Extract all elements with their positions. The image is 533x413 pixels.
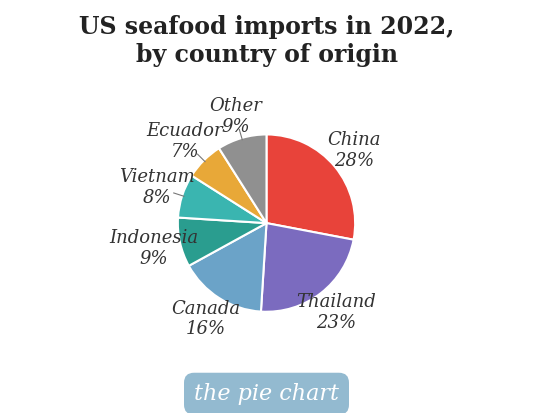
Wedge shape xyxy=(261,223,353,312)
Text: Other
9%: Other 9% xyxy=(209,97,262,136)
Wedge shape xyxy=(219,135,266,223)
Text: China
28%: China 28% xyxy=(327,131,381,170)
Text: Canada
16%: Canada 16% xyxy=(171,299,240,338)
Text: Vietnam
8%: Vietnam 8% xyxy=(119,168,195,207)
Wedge shape xyxy=(266,135,355,240)
Wedge shape xyxy=(192,148,266,223)
Text: Thailand
23%: Thailand 23% xyxy=(296,293,376,332)
Wedge shape xyxy=(178,218,266,266)
Wedge shape xyxy=(178,176,266,223)
Title: US seafood imports in 2022,
by country of origin: US seafood imports in 2022, by country o… xyxy=(79,15,454,67)
Text: Indonesia
9%: Indonesia 9% xyxy=(109,229,199,268)
Text: the pie chart: the pie chart xyxy=(194,383,339,405)
Wedge shape xyxy=(189,223,266,311)
Text: Ecuador
7%: Ecuador 7% xyxy=(147,122,223,161)
